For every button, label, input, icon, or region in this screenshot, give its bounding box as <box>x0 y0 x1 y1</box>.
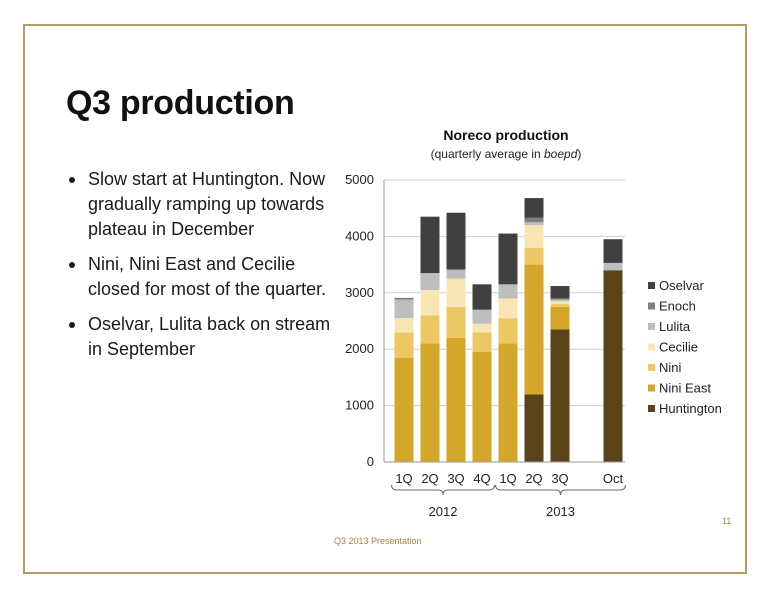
legend-label: Cecilie <box>659 340 698 355</box>
legend-label: Nini East <box>659 381 711 396</box>
x-tick-label: 1Q <box>395 471 412 486</box>
bullet-list: Slow start at Huntington. Now gradually … <box>66 167 334 372</box>
y-tick-label: 3000 <box>345 285 374 300</box>
bar-segment <box>446 212 466 270</box>
legend-swatch <box>648 364 655 371</box>
legend-swatch <box>648 302 655 310</box>
legend-label: Huntington <box>659 401 722 416</box>
bar-segment <box>524 217 544 223</box>
bar-segment <box>550 304 570 307</box>
bullet-dot <box>69 322 75 328</box>
bullet-dot <box>69 262 75 268</box>
legend-swatch <box>648 343 655 351</box>
legend-label: Lulita <box>659 319 691 334</box>
chart-svg: Noreco production (quarterly average in … <box>345 127 722 519</box>
legend-swatch <box>648 323 655 330</box>
bar-segment <box>524 222 544 226</box>
bar-segment <box>498 284 518 299</box>
bar-segment <box>394 299 414 319</box>
y-tick-label: 4000 <box>345 228 374 243</box>
bar-segment <box>472 352 492 462</box>
bar-segment <box>524 394 544 462</box>
bullet-item: Oselvar, Lulita back on stream in Septem… <box>66 312 334 362</box>
bar-segment <box>446 337 466 462</box>
slide-frame <box>23 24 747 574</box>
bar-segment <box>498 233 518 285</box>
bar-segment <box>524 264 544 395</box>
group-bracket <box>391 484 495 496</box>
bar-segment <box>472 323 492 333</box>
bar-segment <box>524 225 544 248</box>
bar-segment <box>550 329 570 462</box>
bullet-text: Slow start at Huntington. Now gradually … <box>88 169 326 239</box>
bullet-item: Slow start at Huntington. Now gradually … <box>66 167 334 242</box>
y-tick-label: 2000 <box>345 341 374 356</box>
legend-label: Enoch <box>659 299 696 314</box>
bar-segment <box>603 239 623 263</box>
legend-swatch <box>648 282 655 289</box>
y-tick-label: 1000 <box>345 398 374 413</box>
bar-segment <box>420 343 440 462</box>
x-tick-label: 3Q <box>551 471 568 486</box>
legend-swatch <box>648 384 655 392</box>
bar-segment <box>550 298 570 300</box>
bullet-dot <box>69 177 75 183</box>
bullet-item: Nini, Nini East and Cecilie closed for m… <box>66 252 334 302</box>
group-label: 2012 <box>429 504 458 519</box>
x-tick-label: 1Q <box>499 471 516 486</box>
bar-segment <box>472 332 492 353</box>
bar-segment <box>394 318 414 333</box>
chart-subtitle-suffix: ) <box>577 147 581 161</box>
bar-segment <box>446 270 466 279</box>
bar-segment <box>498 298 518 319</box>
bar-segment <box>446 269 466 271</box>
bar-segment <box>394 332 414 358</box>
bar-segment <box>603 262 623 271</box>
slide-title: Q3 production <box>66 84 295 122</box>
bar-segment <box>394 357 414 462</box>
bar-segment <box>550 286 570 299</box>
y-tick-label: 0 <box>367 454 374 469</box>
bar-segment <box>498 343 518 462</box>
legend-label: Oselvar <box>659 278 704 293</box>
legend-label: Nini <box>659 360 682 375</box>
group-label: 2013 <box>546 504 575 519</box>
bar-segment <box>603 270 623 462</box>
bar-segment <box>524 247 544 265</box>
bullet-text: Nini, Nini East and Cecilie closed for m… <box>88 254 327 299</box>
bullet-text: Oselvar, Lulita back on stream in Septem… <box>88 314 331 359</box>
y-tick-label: 5000 <box>345 172 374 187</box>
bar-segment <box>420 289 440 316</box>
bar-segment <box>420 273 440 290</box>
x-tick-label: Oct <box>603 471 624 486</box>
x-tick-label: 3Q <box>447 471 464 486</box>
bars <box>394 198 623 462</box>
footer-text: Q3 2013 Presentation <box>334 536 422 546</box>
legend-swatch <box>648 405 655 412</box>
chart-subtitle: (quarterly average in boepd) <box>431 147 582 161</box>
bar-segment <box>446 278 466 307</box>
bar-segment <box>420 216 440 274</box>
group-bracket <box>495 484 626 496</box>
chart-subtitle-unit: boepd <box>544 147 578 161</box>
bar-segment <box>550 301 570 305</box>
bar-segment <box>550 299 570 302</box>
bar-segment <box>420 315 440 344</box>
bar-segment <box>394 297 414 300</box>
production-chart: Noreco production (quarterly average in … <box>330 120 750 540</box>
chart-subtitle-prefix: (quarterly average in <box>431 147 544 161</box>
bar-segment <box>446 306 466 338</box>
bar-segment <box>472 309 492 324</box>
x-tick-label: 2Q <box>421 471 438 486</box>
bar-segment <box>498 318 518 344</box>
x-tick-label: 4Q <box>473 471 490 486</box>
bar-segment <box>550 306 570 330</box>
page-number: 11 <box>722 516 732 526</box>
legend: Oselvar Enoch Lulita Cecilie Nini Nini East Hu… <box>648 278 722 416</box>
bar-segment <box>524 198 544 218</box>
x-tick-label: 2Q <box>525 471 542 486</box>
chart-title: Noreco production <box>443 127 568 143</box>
axes: 0 1000 2000 3000 4000 5000 1Q 2Q 3Q 4Q 1Q 2Q 3Q Oct 20… <box>345 172 626 519</box>
bar-segment <box>472 284 492 310</box>
